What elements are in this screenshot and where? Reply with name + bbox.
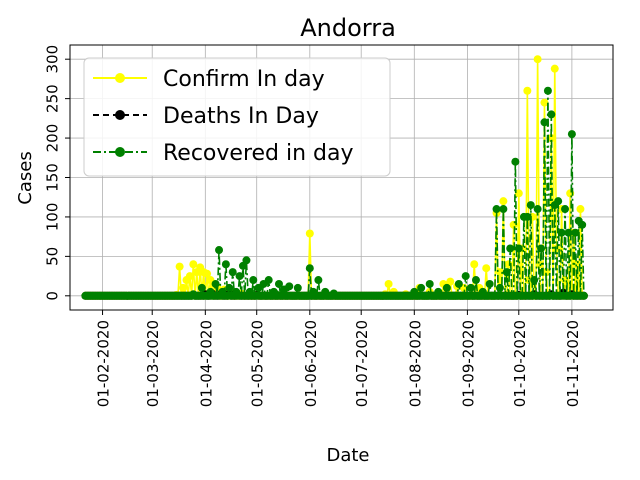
- data-point: [175, 262, 184, 271]
- data-point: [511, 157, 520, 166]
- x-tick-label: 01-06-2020: [302, 320, 320, 407]
- data-point: [537, 244, 546, 253]
- data-point: [540, 98, 549, 107]
- data-point: [530, 276, 539, 285]
- data-point: [228, 268, 237, 277]
- data-point: [466, 283, 475, 292]
- x-tick-label: 01-02-2020: [95, 320, 113, 407]
- x-tick-label: 01-10-2020: [511, 320, 529, 407]
- data-point: [571, 228, 580, 237]
- y-tick-label: 200: [44, 124, 62, 153]
- y-tick-label: 300: [44, 45, 62, 74]
- data-point: [446, 277, 455, 286]
- y-tick-label: 100: [44, 203, 62, 232]
- data-point: [523, 86, 532, 95]
- y-tick-label: 250: [44, 84, 62, 113]
- legend: Confirm In day Deaths In Day Recovered in …: [83, 57, 391, 177]
- data-point: [264, 276, 273, 285]
- data-point: [189, 260, 198, 269]
- data-point: [425, 279, 434, 288]
- data-point: [578, 220, 587, 229]
- data-point: [235, 272, 244, 281]
- y-axis-label: Cases: [15, 151, 36, 204]
- data-point: [547, 110, 556, 119]
- data-point: [203, 269, 212, 278]
- legend-label: Recovered in day: [163, 141, 354, 166]
- data-point: [514, 189, 523, 198]
- data-point: [499, 197, 508, 206]
- data-point: [179, 283, 188, 292]
- data-point: [485, 279, 494, 288]
- data-point: [442, 283, 451, 292]
- data-point: [305, 264, 314, 273]
- data-point: [526, 201, 535, 210]
- data-point: [197, 283, 206, 292]
- data-point: [564, 228, 573, 237]
- chart-title: Andorra: [300, 14, 396, 42]
- data-point: [547, 134, 556, 143]
- data-point: [540, 118, 549, 127]
- data-point: [561, 205, 570, 214]
- data-point: [293, 283, 302, 292]
- x-axis-label: Date: [326, 445, 369, 466]
- data-point: [482, 264, 491, 273]
- data-point: [514, 244, 523, 253]
- data-point: [502, 268, 511, 277]
- data-point: [471, 276, 480, 285]
- x-tick-label: 01-11-2020: [564, 320, 582, 407]
- data-point: [221, 260, 230, 269]
- x-tick-label: 01-04-2020: [197, 320, 215, 407]
- legend-label: Deaths In Day: [163, 104, 319, 129]
- data-point: [557, 228, 566, 237]
- data-point: [523, 212, 532, 221]
- data-point: [576, 205, 585, 214]
- data-point: [495, 283, 504, 292]
- data-point: [211, 279, 220, 288]
- data-point: [249, 276, 258, 285]
- x-tick-label: 01-03-2020: [144, 320, 162, 407]
- data-point: [225, 283, 234, 292]
- y-tick-label: 50: [44, 247, 62, 266]
- data-point: [543, 86, 552, 95]
- x-tick-label: 01-08-2020: [406, 320, 424, 407]
- x-tick-label: 01-07-2020: [353, 320, 371, 407]
- y-axis: 0 50 100 150 200 250 300: [44, 45, 70, 301]
- data-point: [492, 205, 501, 214]
- data-point: [461, 272, 470, 281]
- data-point: [554, 197, 563, 206]
- y-tick-label: 0: [44, 291, 62, 301]
- series-2: [81, 86, 588, 300]
- legend-box: [83, 57, 391, 177]
- data-point: [533, 205, 542, 214]
- data-point: [542, 268, 551, 277]
- data-point: [384, 279, 393, 288]
- x-axis: 01-02-2020 01-03-2020 01-04-2020 01-05-2020…: [95, 310, 582, 407]
- legend-marker: [115, 147, 125, 157]
- data-point: [215, 246, 224, 255]
- legend-marker: [115, 110, 125, 120]
- data-point: [533, 55, 542, 64]
- data-point: [499, 205, 508, 214]
- legend-label: Confirm In day: [163, 67, 325, 92]
- data-point: [470, 260, 479, 269]
- data-point: [185, 272, 194, 281]
- data-point: [242, 256, 251, 265]
- data-point: [454, 279, 463, 288]
- y-tick-label: 150: [44, 163, 62, 192]
- data-point: [506, 244, 515, 253]
- data-point: [550, 64, 559, 73]
- data-point: [417, 283, 426, 292]
- data-point: [579, 291, 588, 300]
- x-tick-label: 01-09-2020: [459, 320, 477, 407]
- data-point: [567, 130, 576, 139]
- data-point: [285, 282, 294, 291]
- legend-marker: [115, 73, 125, 83]
- data-point: [274, 279, 283, 288]
- series-layer: [81, 55, 588, 300]
- data-point: [314, 276, 323, 285]
- data-point: [305, 229, 314, 238]
- x-tick-label: 01-05-2020: [249, 320, 267, 407]
